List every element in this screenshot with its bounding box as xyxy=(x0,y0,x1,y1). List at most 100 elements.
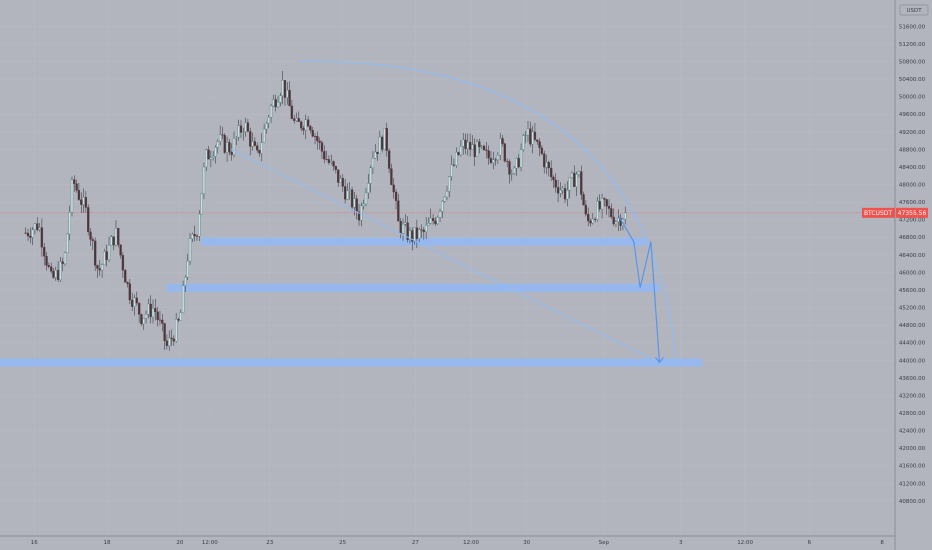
x-tick-label: 3 xyxy=(679,540,683,546)
y-tick-label: 40800.00 xyxy=(899,499,926,505)
support-zone[interactable] xyxy=(0,358,703,367)
candle-body xyxy=(519,149,523,168)
candle-body xyxy=(482,145,486,150)
candle-body xyxy=(193,234,196,237)
candle-body xyxy=(320,142,324,152)
candle-body xyxy=(341,178,344,187)
candle-body xyxy=(260,142,263,154)
candle-body xyxy=(408,230,412,240)
candle-body xyxy=(378,136,382,154)
candle-body xyxy=(186,260,189,278)
candle-body xyxy=(265,122,268,130)
candle-body xyxy=(133,297,136,307)
candle-body xyxy=(466,142,469,149)
candle-body xyxy=(485,149,488,151)
candle-body xyxy=(385,128,388,151)
candle-body xyxy=(383,128,386,150)
price-axis[interactable]: 51600.00 51200.00 50800.00 50400.00 50000.00… xyxy=(899,24,926,504)
candle-body xyxy=(496,155,500,160)
candle-body xyxy=(276,101,280,108)
currency-label: USDT xyxy=(906,8,922,14)
support-zones[interactable] xyxy=(0,237,703,367)
candle-body xyxy=(566,190,569,200)
candle-body xyxy=(337,169,340,183)
candle-body xyxy=(144,314,148,319)
candle-body xyxy=(457,152,460,155)
arrow-head-icon xyxy=(655,357,664,364)
candle-body xyxy=(93,240,97,266)
candle-body xyxy=(397,200,400,222)
support-zone[interactable] xyxy=(167,283,660,292)
candle-body xyxy=(468,142,472,150)
x-tick-label: 20 xyxy=(176,540,183,546)
candle-body xyxy=(200,193,203,215)
candle-body xyxy=(33,223,37,230)
candle-body xyxy=(87,207,90,233)
candle-body xyxy=(582,194,585,206)
x-tick-label: 25 xyxy=(339,540,346,546)
candle-body xyxy=(591,218,594,224)
candle-body xyxy=(473,144,476,157)
candle-body xyxy=(538,141,541,149)
candle-body xyxy=(374,151,377,159)
candle-body xyxy=(158,319,162,321)
candle-body xyxy=(424,225,428,232)
candle-body xyxy=(355,198,358,212)
candle-body xyxy=(624,212,627,220)
candle-body xyxy=(38,227,41,230)
y-tick-label: 41600.00 xyxy=(899,464,926,470)
time-axis[interactable]: 16 18 20 12:00 23 25 27 12:00 30 Sep 3 12:00 6 8 xyxy=(31,540,885,546)
candle-body xyxy=(223,134,226,153)
candle-body xyxy=(274,99,277,108)
candle-body xyxy=(506,160,509,162)
y-tick-label: 43600.00 xyxy=(899,376,926,382)
x-tick-label: 27 xyxy=(412,540,419,546)
candle-body xyxy=(228,142,231,153)
candle-body xyxy=(404,222,407,225)
candle-body xyxy=(568,177,571,191)
x-tick-label: 12:00 xyxy=(737,540,753,546)
grid-layer xyxy=(0,212,895,214)
candle-body xyxy=(545,162,548,168)
currency-badge[interactable]: USDT xyxy=(899,4,929,16)
candle-body xyxy=(232,138,236,155)
candle-body xyxy=(381,136,384,150)
candle-body xyxy=(184,277,187,286)
candle-body xyxy=(40,227,44,248)
trendline[interactable] xyxy=(231,148,660,363)
candle-body xyxy=(427,223,430,226)
candle-body xyxy=(54,269,57,278)
x-tick-label: 12:00 xyxy=(202,540,218,546)
candle-body xyxy=(343,186,347,200)
candle-body xyxy=(522,135,525,150)
candle-body xyxy=(242,131,245,133)
candle-body xyxy=(147,303,150,315)
y-tick-label: 43200.00 xyxy=(899,393,926,399)
last-price-tag: BTCUSDT 47355.56 xyxy=(862,207,928,218)
x-tick-label: 18 xyxy=(104,540,111,546)
candle-body xyxy=(110,236,113,246)
candle-body xyxy=(614,221,618,225)
candle-body xyxy=(462,139,465,147)
candle-body xyxy=(172,338,175,342)
candle-body xyxy=(475,141,479,157)
candle-body xyxy=(450,164,453,177)
candle-body xyxy=(501,138,504,144)
candle-body xyxy=(420,229,423,231)
candle-body xyxy=(339,178,342,183)
candle-body xyxy=(489,158,493,163)
candle-body xyxy=(198,213,201,237)
projection-path[interactable] xyxy=(618,215,661,363)
candle-body xyxy=(552,176,555,181)
arc-curve[interactable] xyxy=(299,60,678,363)
candle-body xyxy=(364,192,368,205)
candle-body xyxy=(283,80,287,98)
support-zone[interactable] xyxy=(201,237,647,246)
candle-body xyxy=(121,255,125,271)
candle-body xyxy=(214,147,217,157)
candle-body xyxy=(598,201,601,210)
candle-body xyxy=(66,233,69,254)
drawing-tools[interactable] xyxy=(231,60,678,364)
